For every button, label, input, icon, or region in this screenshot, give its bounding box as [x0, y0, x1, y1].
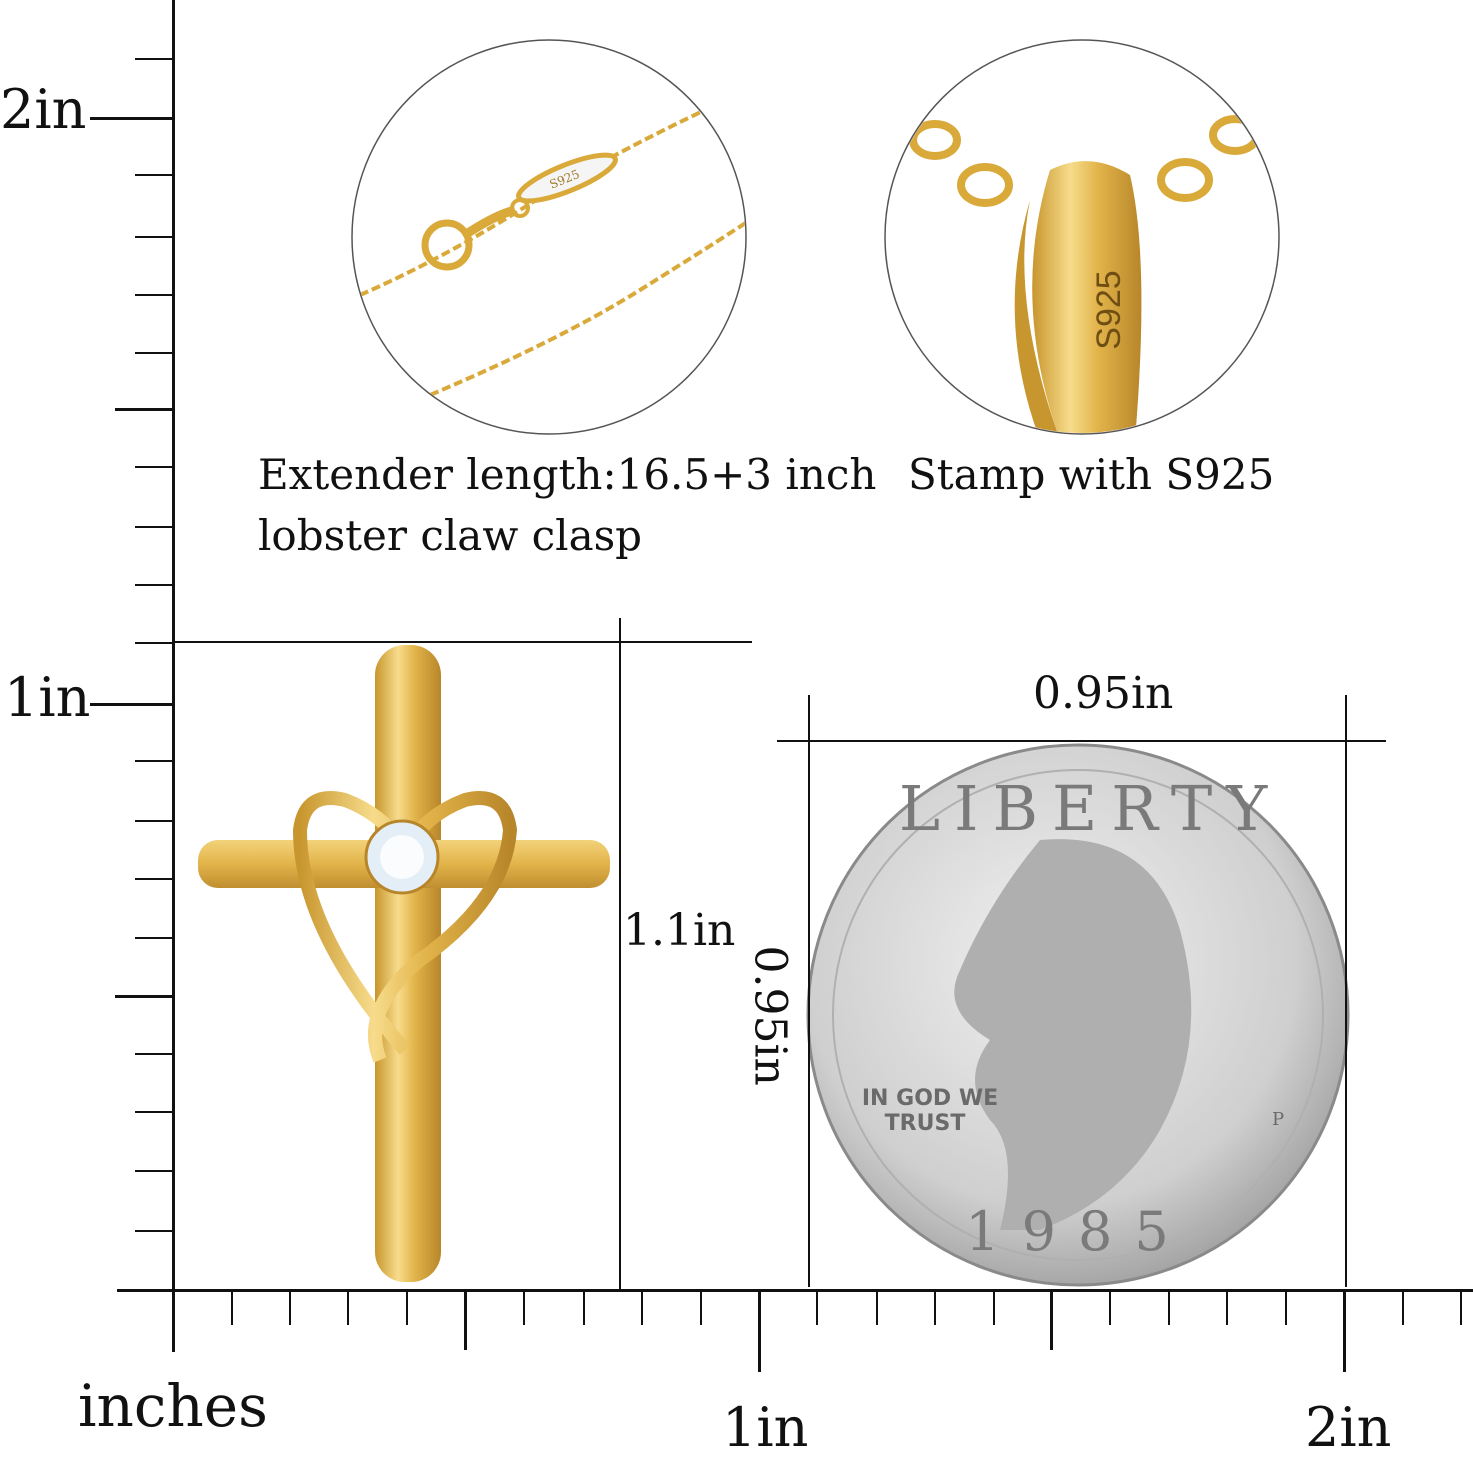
ruler-tick: [135, 1230, 173, 1232]
ruler-tick: [135, 58, 173, 60]
horizontal-ruler-axis: [117, 1289, 1473, 1292]
ruler-label-2in-vertical: 2in: [0, 78, 87, 141]
ruler-tick: [1402, 1290, 1404, 1325]
ruler-tick: [700, 1290, 702, 1325]
ruler-tick: [289, 1290, 291, 1325]
ruler-label-1in-vertical: 1in: [4, 666, 91, 729]
ruler-tick: [135, 294, 173, 296]
ruler-tick: [1109, 1290, 1111, 1325]
ruler-tick: [1285, 1290, 1287, 1325]
ruler-tick: [406, 1290, 408, 1325]
coin-mint-mark: P: [1272, 1109, 1284, 1130]
ruler-tick: [231, 1290, 233, 1325]
ruler-tick: [90, 703, 173, 706]
ruler-tick: [816, 1290, 818, 1325]
coin-motto-line1: IN GOD WE: [862, 1086, 998, 1111]
ruler-tick: [135, 174, 173, 176]
ruler-tick: [135, 236, 173, 238]
ruler-tick: [115, 995, 173, 998]
ruler-tick: [1168, 1290, 1170, 1325]
ruler-tick: [523, 1290, 525, 1325]
coin-top-guide: [777, 740, 1386, 742]
ruler-tick: [135, 878, 173, 880]
washington-portrait: [954, 839, 1192, 1230]
ruler-tick: [1050, 1290, 1053, 1350]
vertical-ruler-axis: [172, 0, 175, 1352]
ruler-tick: [135, 526, 173, 528]
coin-height-label: 0.95in: [744, 945, 796, 1086]
pendant-top-guide: [173, 641, 752, 643]
ruler-tick: [347, 1290, 349, 1325]
ruler-tick: [135, 466, 173, 468]
ruler-tick: [1460, 1290, 1462, 1325]
coin-left-guide: [808, 695, 810, 1287]
ruler-tick: [135, 760, 173, 762]
ruler-tick: [135, 820, 173, 822]
coin-right-guide: [1345, 695, 1347, 1287]
ruler-tick: [758, 1290, 761, 1372]
coin-year: 1985: [965, 1200, 1190, 1263]
bail-stamp: S925: [1090, 270, 1128, 349]
ruler-tick: [135, 642, 173, 644]
ruler-tick: [135, 1111, 173, 1113]
ruler-tick: [464, 1290, 467, 1350]
bail-detail-circle: S925: [884, 39, 1280, 435]
ruler-tick: [876, 1290, 878, 1325]
ruler-tick: [135, 1053, 173, 1055]
ruler-tick: [641, 1290, 643, 1325]
chain-caption-line1: Extender length:16.5+3 inch: [258, 450, 877, 499]
coin-legend: LIBERTY: [899, 772, 1281, 845]
bail-caption: Stamp with S925: [908, 450, 1275, 499]
ruler-tick: [135, 352, 173, 354]
coin-width-label: 0.95in: [1033, 668, 1174, 719]
ruler-tick: [583, 1290, 585, 1325]
ruler-tick: [135, 584, 173, 586]
ruler-tick: [115, 408, 173, 411]
ruler-tick: [1226, 1290, 1228, 1325]
quarter-coin: LIBERTY IN GOD WE TRUST 1985 P: [806, 743, 1350, 1287]
chain-caption-line2: lobster claw clasp: [258, 511, 643, 560]
cross-pendant: [198, 645, 610, 1282]
ruler-tick: [135, 1170, 173, 1172]
ruler-tick: [1343, 1290, 1346, 1372]
coin-motto-line2: TRUST: [885, 1111, 966, 1136]
ruler-tick: [993, 1290, 995, 1325]
ruler-tick: [90, 117, 173, 120]
lobster-clasp: [421, 198, 530, 271]
ruler-tick: [135, 937, 173, 939]
pendant-right-guide: [619, 618, 621, 1290]
chain-detail-circle: S925: [351, 39, 747, 435]
ruler-unit-label: inches: [78, 1372, 268, 1440]
pendant-height-label: 1.1in: [623, 905, 736, 956]
extender-tag: S925: [516, 152, 618, 204]
ruler-tick: [934, 1290, 936, 1325]
